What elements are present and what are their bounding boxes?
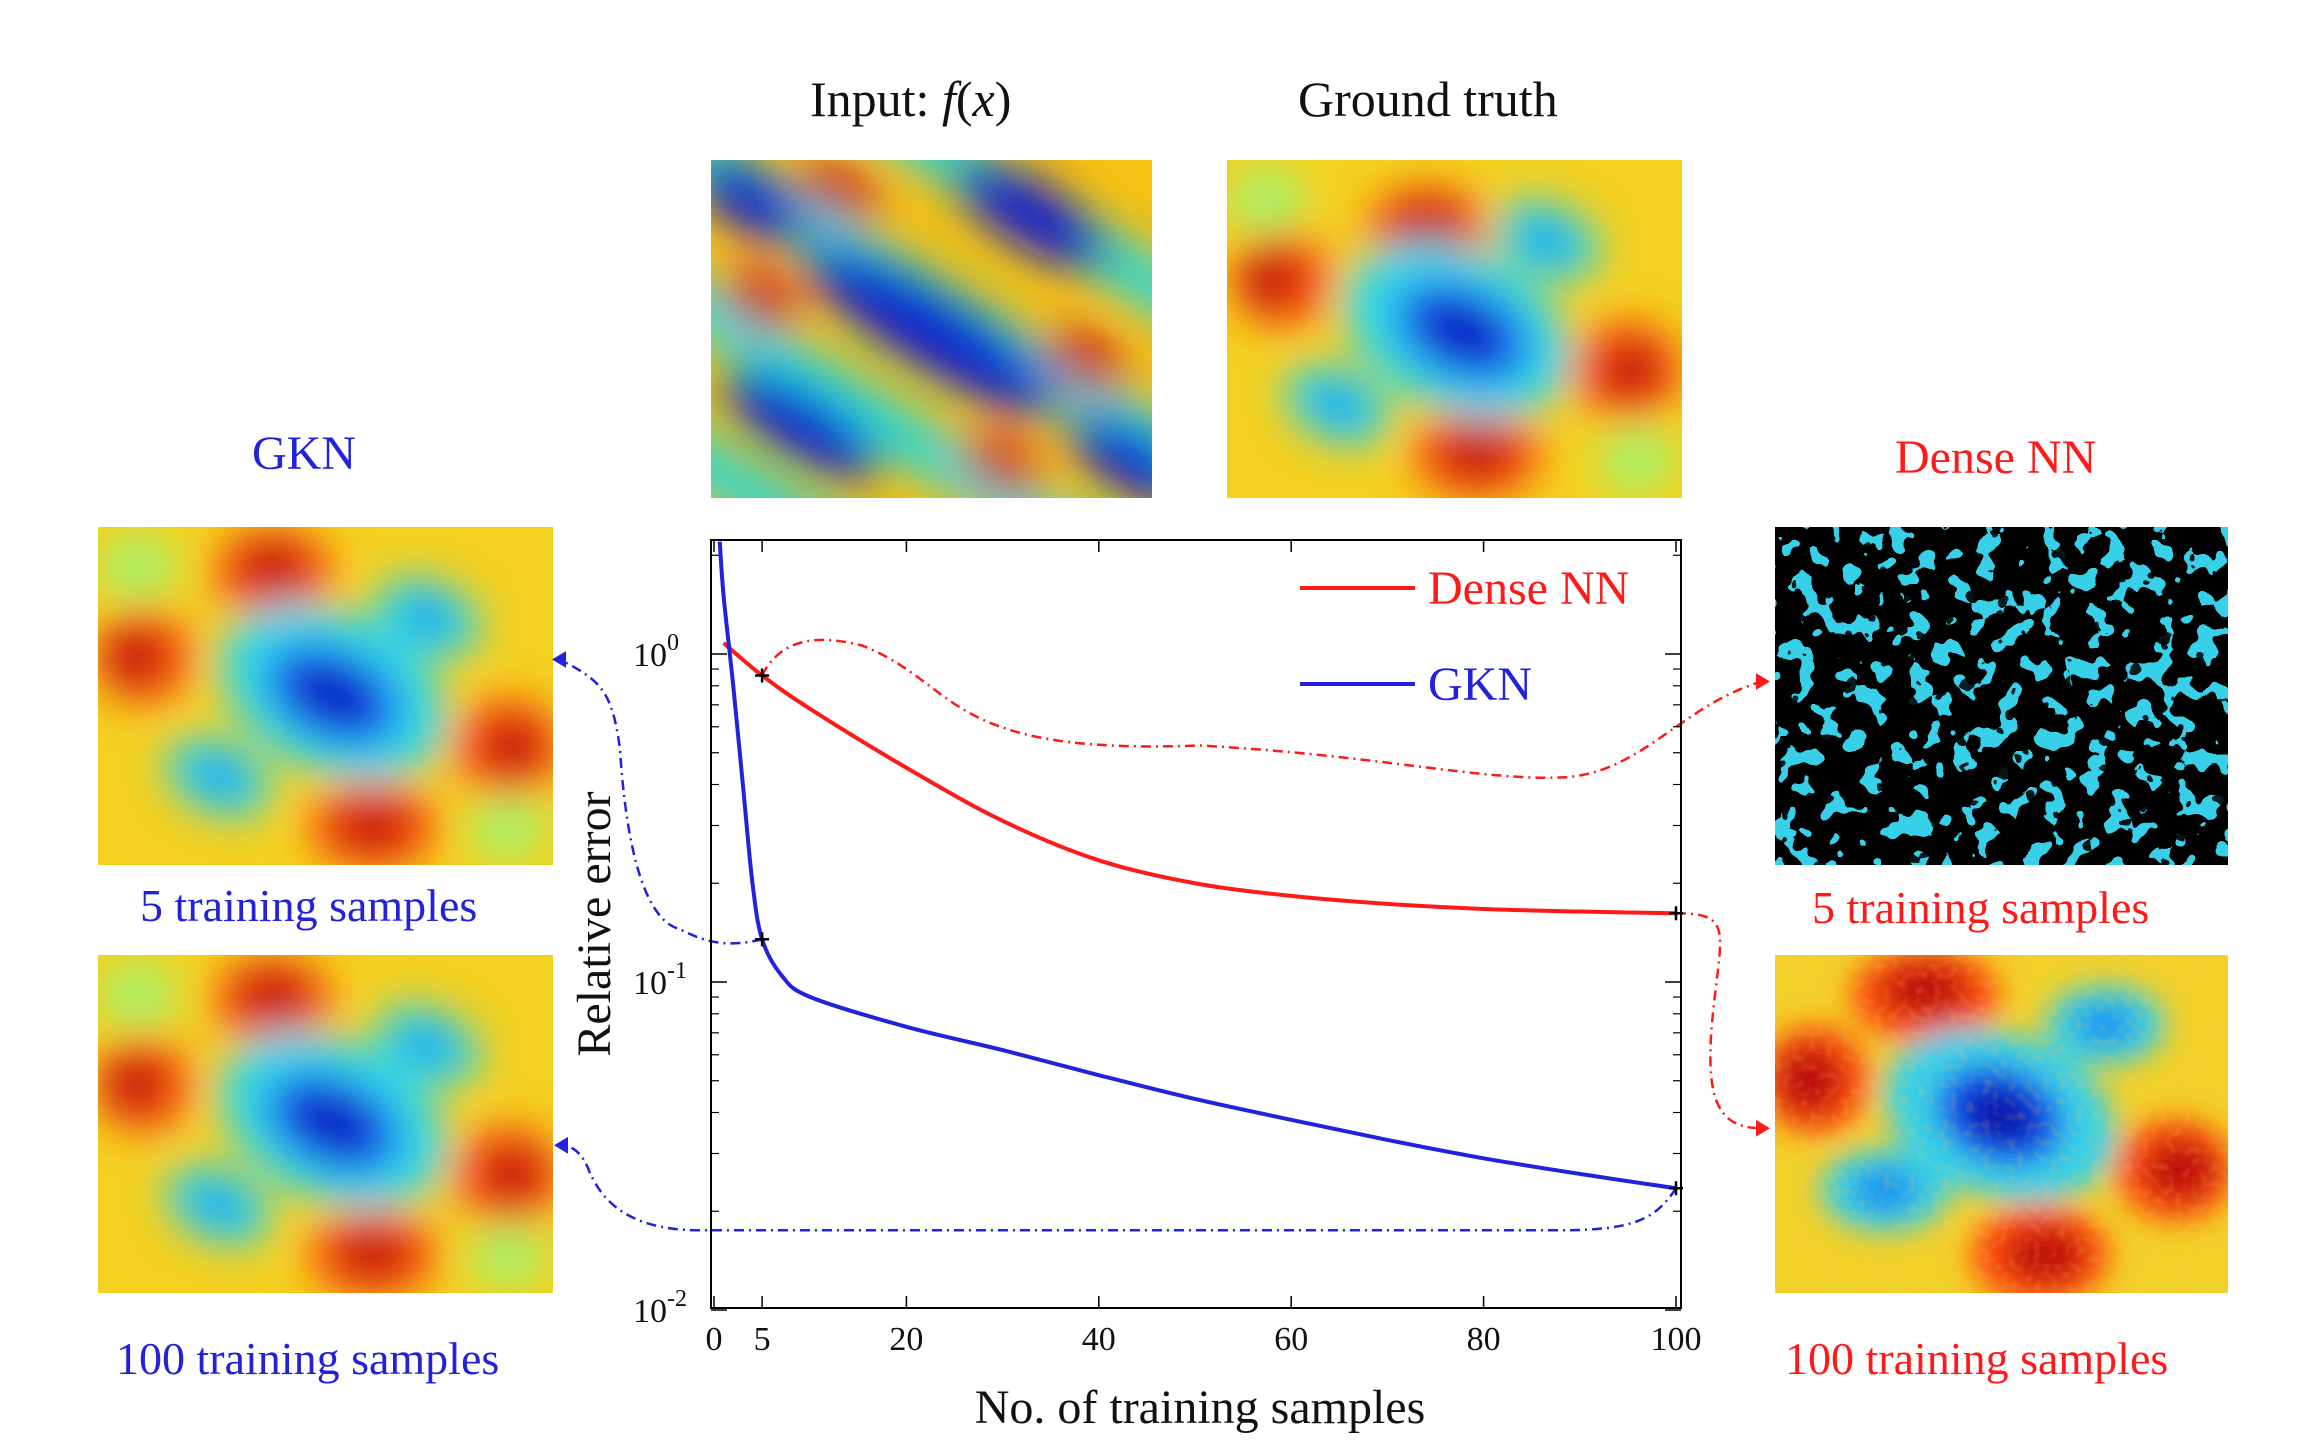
gkn-100-connector bbox=[561, 1144, 1678, 1232]
connectors bbox=[552, 638, 1770, 1232]
connector-arrowhead bbox=[1756, 1119, 1770, 1137]
sample-marker bbox=[1669, 1181, 1683, 1196]
sample-marker bbox=[755, 932, 770, 947]
ground-truth-title: Ground truth bbox=[1298, 71, 1558, 127]
ground-truth-heatmap bbox=[1227, 160, 1682, 498]
dense-nn-line bbox=[722, 641, 1677, 916]
plot-frame bbox=[710, 539, 1682, 1309]
dense-title: Dense NN bbox=[1895, 431, 2097, 484]
gkn-5-label: 5 training samples bbox=[140, 880, 478, 931]
x-tick-label: 100 bbox=[1651, 1321, 1702, 1358]
markers bbox=[755, 668, 1683, 1196]
legend-label: GKN bbox=[1428, 658, 1532, 711]
gkn-line bbox=[717, 541, 1677, 1191]
sample-marker bbox=[755, 668, 770, 683]
y-tick-label: 100 bbox=[633, 630, 679, 674]
connector-arrowhead bbox=[552, 651, 566, 668]
x-tick-label: 60 bbox=[1274, 1321, 1308, 1358]
x-tick-label: 5 bbox=[754, 1321, 771, 1358]
dense-5-heatmap bbox=[1775, 527, 2228, 865]
input-title-x: x bbox=[972, 71, 995, 127]
dense-5-connector bbox=[760, 638, 1763, 779]
x-tick-label: 80 bbox=[1467, 1321, 1501, 1358]
dense-5-label: 5 training samples bbox=[1812, 882, 2150, 933]
connector-arrowhead bbox=[1756, 673, 1770, 690]
dense-100-heatmap bbox=[1775, 955, 2228, 1293]
x-tick-label: 20 bbox=[889, 1321, 923, 1358]
gkn-100-heatmap bbox=[98, 955, 553, 1293]
input-title-prefix: Input: bbox=[810, 71, 942, 127]
gkn-100-label: 100 training samples bbox=[116, 1333, 500, 1384]
input-title: Input: f(x) bbox=[810, 71, 1012, 127]
legend: Dense NN GKN bbox=[1300, 562, 1629, 711]
legend-label: Dense NN bbox=[1428, 562, 1629, 615]
y-axis-label: Relative error bbox=[568, 791, 621, 1056]
gkn-title: GKN bbox=[252, 427, 356, 480]
x-tick-label: 0 bbox=[706, 1321, 723, 1358]
y-tick-label: 10-1 bbox=[633, 958, 687, 1002]
sample-marker bbox=[1669, 906, 1683, 921]
input-title-f: f bbox=[941, 71, 956, 127]
gkn-5-heatmap bbox=[98, 527, 553, 865]
axis-ticks: 0 5 20 40 60 80 100 100 10-1 10-2 bbox=[633, 540, 1702, 1358]
series bbox=[717, 541, 1677, 1191]
connector-arrowhead bbox=[554, 1136, 568, 1154]
y-tick-label: 10-2 bbox=[633, 1286, 687, 1330]
x-tick-label: 40 bbox=[1082, 1321, 1116, 1358]
dense-100-label: 100 training samples bbox=[1785, 1333, 2169, 1384]
x-axis-label: No. of training samples bbox=[975, 1381, 1426, 1434]
input-heatmap bbox=[711, 160, 1152, 498]
dense-100-connector bbox=[1675, 912, 1763, 1130]
